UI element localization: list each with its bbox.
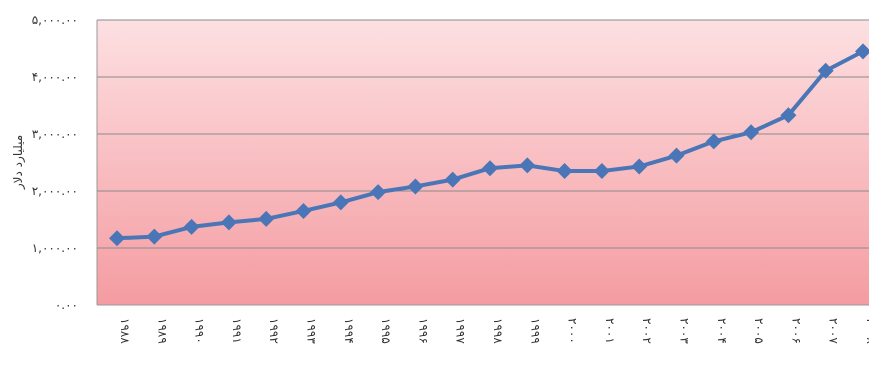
data-point xyxy=(444,171,461,188)
x-tick-label: ۲۰۰۷ xyxy=(827,318,841,344)
data-point xyxy=(817,62,834,79)
data-point xyxy=(631,158,648,175)
data-point xyxy=(332,194,349,211)
y-tick-labels: ۰.۰۰ ۱,۰۰۰.۰۰ ۲,۰۰۰.۰۰ ۳,۰۰۰.۰۰ ۴,۰۰۰.۰۰ ۵,۰۰… xyxy=(32,13,78,312)
y-tick-label: ۱,۰۰۰.۰۰ xyxy=(32,241,78,255)
x-tick-label: ۱۹۹۳ xyxy=(305,318,319,344)
x-tick-label: ۱۹۹۴ xyxy=(342,318,356,344)
data-point xyxy=(593,163,610,180)
x-tick-label: ۲۰۰۴ xyxy=(715,318,729,344)
x-tick-label: ۱۹۸۹ xyxy=(155,318,169,344)
gridlines xyxy=(97,19,869,249)
x-tick-label: ۲۰۰۱ xyxy=(603,318,617,344)
x-tick-label: ۱۹۹۲ xyxy=(267,318,281,344)
data-point xyxy=(668,147,685,164)
y-axis-label: میلیارد دلار xyxy=(11,135,26,190)
data-point xyxy=(220,214,237,231)
x-tick-label: ۲۰۰۳ xyxy=(678,318,692,344)
data-point xyxy=(146,228,163,245)
y-tick-label: ۳,۰۰۰.۰۰ xyxy=(32,127,78,141)
data-markers xyxy=(109,43,869,247)
x-tick-label: ۱۹۹۶ xyxy=(416,318,430,344)
data-point xyxy=(183,218,200,235)
x-tick-label: ۱۹۹۹ xyxy=(528,318,542,344)
data-point xyxy=(370,184,387,201)
data-point xyxy=(519,157,536,174)
y-tick-label: ۲,۰۰۰.۰۰ xyxy=(32,184,78,198)
x-tick-label: ۱۹۹۱ xyxy=(230,318,244,344)
x-tick-label: ۱۹۹۵ xyxy=(379,318,393,344)
x-tick-label: ۲۰۰۸ xyxy=(864,318,869,344)
plot-area xyxy=(97,20,869,305)
x-tick-label: ۱۹۹۰ xyxy=(193,318,207,344)
data-point xyxy=(109,230,125,247)
data-point xyxy=(258,210,275,227)
x-tick-label: ۲۰۰۲ xyxy=(640,318,654,344)
y-tick-label: ۴,۰۰۰.۰۰ xyxy=(32,70,78,84)
x-tick-label: ۲۰۰۵ xyxy=(752,318,766,344)
data-point xyxy=(780,107,797,124)
x-tick-label: ۱۹۹۷ xyxy=(454,318,468,344)
data-point xyxy=(855,43,869,60)
data-point xyxy=(743,124,760,141)
x-tick-label: ۱۹۸۸ xyxy=(118,318,132,344)
x-tick-label: ۲۰۰۶ xyxy=(789,318,803,344)
data-point xyxy=(556,163,573,180)
data-point xyxy=(407,178,424,195)
y-tick-label: ۰.۰۰ xyxy=(55,298,78,312)
data-point xyxy=(295,202,312,219)
data-point xyxy=(482,160,498,177)
x-tick-labels: ۱۹۸۸ ۱۹۸۹ ۱۹۹۰ ۱۹۹۱ ۱۹۹۲ ۱۹۹۳ ۱۹۹۴ ۱۹۹۵ ۱۹۹۶ ۱۹۹۷… xyxy=(118,318,869,344)
data-point xyxy=(705,133,722,150)
x-tick-label: ۱۹۹۸ xyxy=(491,318,505,344)
x-tick-label: ۲۰۰۰ xyxy=(566,318,580,344)
y-tick-label: ۵,۰۰۰.۰۰ xyxy=(32,13,78,27)
